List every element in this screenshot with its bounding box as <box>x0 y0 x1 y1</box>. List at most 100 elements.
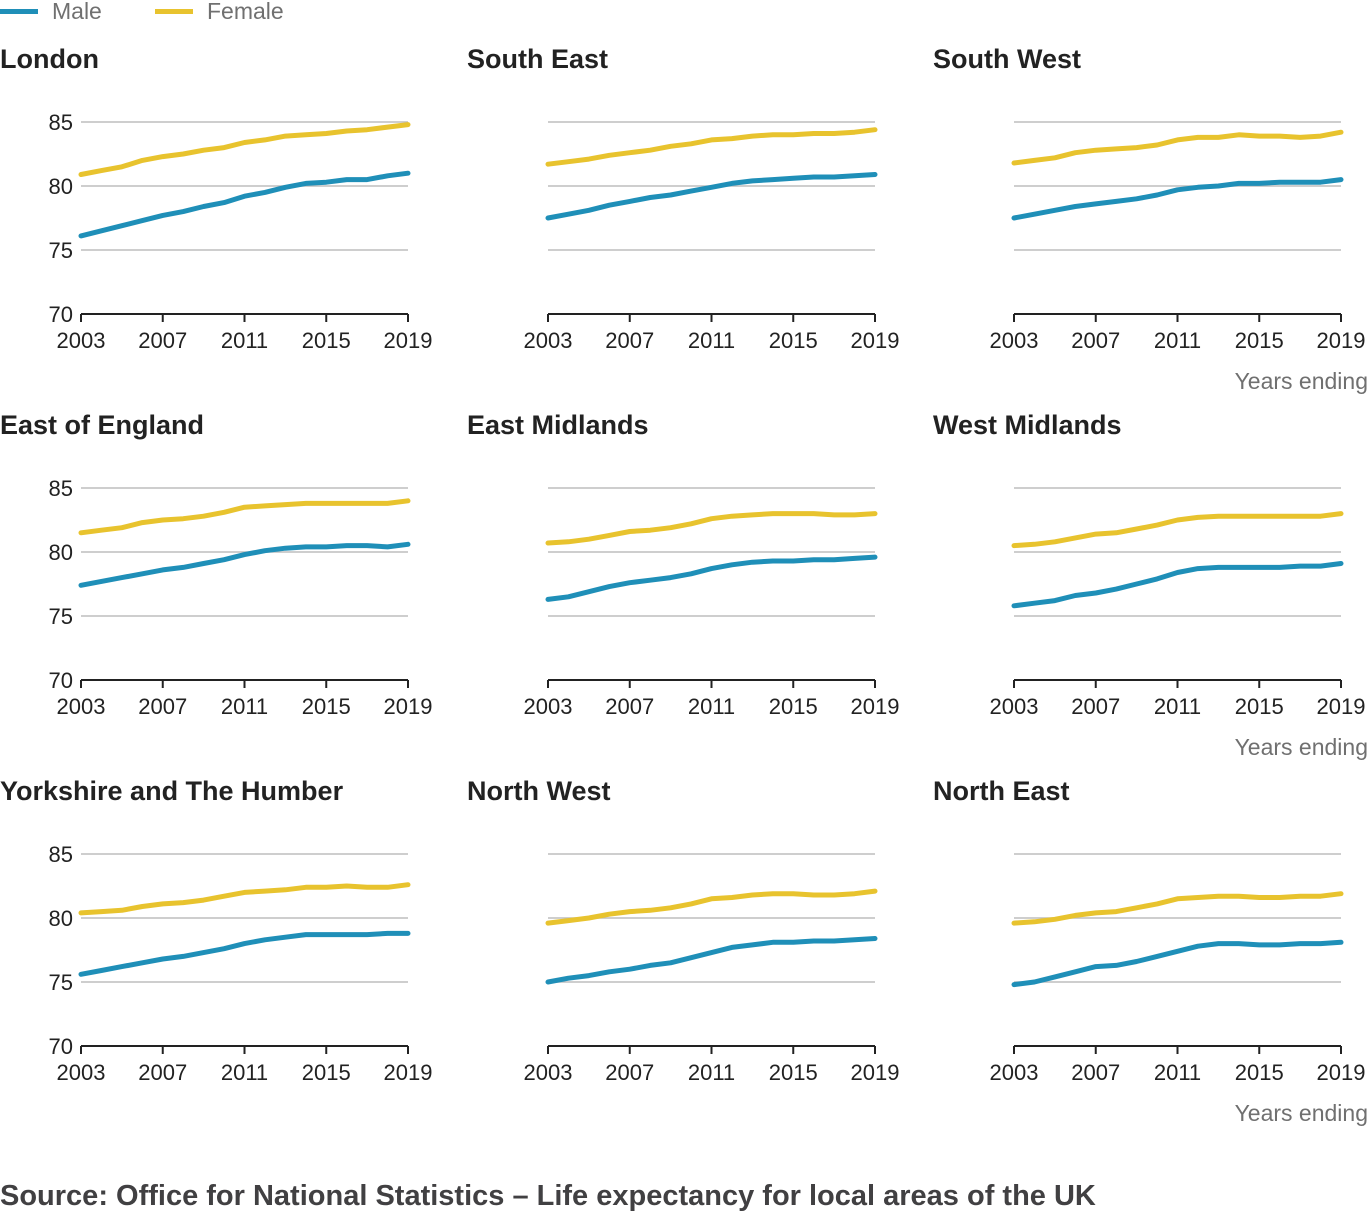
x-tick-label: 2007 <box>138 328 187 353</box>
chart-east-of-england: 70 75 80 85 2003 2007 2011 2015 2019 <box>49 476 433 719</box>
x-tick-label: 2007 <box>1071 694 1120 719</box>
chart-south-east: 2003 2007 2011 2015 2019 <box>524 121 900 353</box>
legend-swatch-male <box>0 8 38 14</box>
x-tick-label: 2011 <box>1154 694 1201 719</box>
x-tick-label: 2019 <box>851 694 900 719</box>
x-tick-label: 2015 <box>769 1060 818 1085</box>
x-tick-label: 2007 <box>1071 1060 1120 1085</box>
series-line-female <box>545 127 878 167</box>
chart-north-west: 2003 2007 2011 2015 2019 <box>524 853 900 1085</box>
x-tick-label: 2011 <box>221 694 268 719</box>
legend-swatch-female <box>155 8 193 14</box>
chart-east-midlands: 2003 2007 2011 2015 2019 <box>524 487 900 719</box>
x-tick-label: 2003 <box>990 694 1039 719</box>
series-line-male <box>1011 177 1344 221</box>
panel-title: North West <box>467 776 611 806</box>
panel-yorkshire-and-the-humber: Yorkshire and The Humber 70 75 80 85 2003 2007… <box>0 732 440 1092</box>
series-line-male <box>545 172 878 221</box>
panel-south-east: South East 2003 2007 2011 2015 2019 <box>467 0 907 360</box>
x-tick-label: 2007 <box>605 328 654 353</box>
panel-title: North East <box>933 776 1070 806</box>
series-line-male <box>545 554 878 602</box>
x-tick-label: 2019 <box>1317 1060 1366 1085</box>
x-tick-label: 2015 <box>1235 1060 1284 1085</box>
y-tick-label: 75 <box>49 970 73 995</box>
chart-south-west: 2003 2007 2011 2015 2019 <box>990 121 1366 353</box>
y-tick-label: 70 <box>49 668 73 693</box>
x-tick-label: 2019 <box>384 1060 433 1085</box>
x-tick-label: 2015 <box>1235 328 1284 353</box>
x-tick-label: 2019 <box>384 694 433 719</box>
panel-east-of-england: East of England 70 75 80 85 2003 2007 2011 2015 2… <box>0 366 440 726</box>
source-note: Source: Office for National Statistics –… <box>0 1180 1096 1212</box>
x-tick-label: 2007 <box>1071 328 1120 353</box>
x-tick-label: 2015 <box>1235 694 1284 719</box>
series-line-female <box>1011 891 1344 926</box>
panel-title: East of England <box>0 410 205 440</box>
y-tick-label: 85 <box>49 476 73 501</box>
legend-item-female: Female <box>155 0 284 24</box>
x-tick-label: 2003 <box>57 1060 106 1085</box>
series-line-female <box>1011 129 1344 166</box>
series-line-male <box>1011 939 1344 988</box>
chart-london: 70 75 80 85 2003 2007 2011 2015 2019 <box>49 110 433 353</box>
series-line-male <box>1011 561 1344 609</box>
y-tick-label: 85 <box>49 110 73 135</box>
x-tick-label: 2019 <box>851 1060 900 1085</box>
y-tick-label: 80 <box>49 540 73 565</box>
x-tick-label: 2011 <box>688 328 735 353</box>
y-tick-label: 80 <box>49 174 73 199</box>
x-tick-label: 2003 <box>990 1060 1039 1085</box>
x-axis-label: Years ending <box>1234 1100 1368 1126</box>
panel-title: South East <box>467 44 609 74</box>
chart-west-midlands: 2003 2007 2011 2015 2019 <box>990 487 1366 719</box>
series-line-male <box>78 930 411 977</box>
x-tick-label: 2003 <box>524 694 573 719</box>
y-tick-label: 75 <box>49 238 73 263</box>
x-tick-label: 2011 <box>221 328 268 353</box>
x-tick-label: 2003 <box>990 328 1039 353</box>
panel-title: Yorkshire and The Humber <box>0 776 344 806</box>
x-axis-label: Years ending <box>1234 734 1368 760</box>
panel-east-midlands: East Midlands 2003 2007 2011 2015 2019 <box>467 366 907 726</box>
legend-label-female: Female <box>207 0 284 24</box>
x-tick-label: 2011 <box>688 694 735 719</box>
panel-north-east: North East 2003 2007 2011 2015 2019 Years endi… <box>933 732 1368 1126</box>
x-tick-label: 2007 <box>138 1060 187 1085</box>
series-line-male <box>545 936 878 985</box>
y-tick-label: 70 <box>49 302 73 327</box>
x-tick-label: 2003 <box>524 328 573 353</box>
series-line-female <box>1011 511 1344 549</box>
series-line-female <box>78 498 411 536</box>
series-line-female <box>78 882 411 916</box>
x-tick-label: 2007 <box>605 1060 654 1085</box>
x-tick-label: 2019 <box>384 328 433 353</box>
x-tick-label: 2007 <box>138 694 187 719</box>
panel-title: London <box>0 44 99 74</box>
series-line-male <box>78 170 411 239</box>
series-line-male <box>78 541 411 588</box>
chart-north-east: 2003 2007 2011 2015 2019 <box>990 853 1366 1085</box>
panel-title: West Midlands <box>933 410 1122 440</box>
x-tick-label: 2003 <box>57 328 106 353</box>
x-tick-label: 2007 <box>605 694 654 719</box>
panel-title: South West <box>933 44 1081 74</box>
x-tick-label: 2015 <box>302 1060 351 1085</box>
x-tick-label: 2011 <box>688 1060 735 1085</box>
x-tick-label: 2019 <box>851 328 900 353</box>
x-tick-label: 2003 <box>524 1060 573 1085</box>
y-tick-label: 80 <box>49 906 73 931</box>
y-tick-label: 75 <box>49 604 73 629</box>
series-line-female <box>545 511 878 546</box>
series-line-female <box>545 888 878 926</box>
x-tick-label: 2019 <box>1317 694 1366 719</box>
x-tick-label: 2003 <box>57 694 106 719</box>
y-tick-label: 70 <box>49 1034 73 1059</box>
panel-north-west: North West 2003 2007 2011 2015 2019 <box>467 732 907 1092</box>
x-tick-label: 2011 <box>1154 328 1201 353</box>
panel-south-west: South West 2003 2007 2011 2015 2019 Years endi… <box>933 0 1368 394</box>
panel-west-midlands: West Midlands 2003 2007 2011 2015 2019 Years e… <box>933 366 1368 760</box>
x-axis-label: Years ending <box>1234 368 1368 394</box>
x-tick-label: 2019 <box>1317 328 1366 353</box>
legend-label-male: Male <box>52 0 102 24</box>
